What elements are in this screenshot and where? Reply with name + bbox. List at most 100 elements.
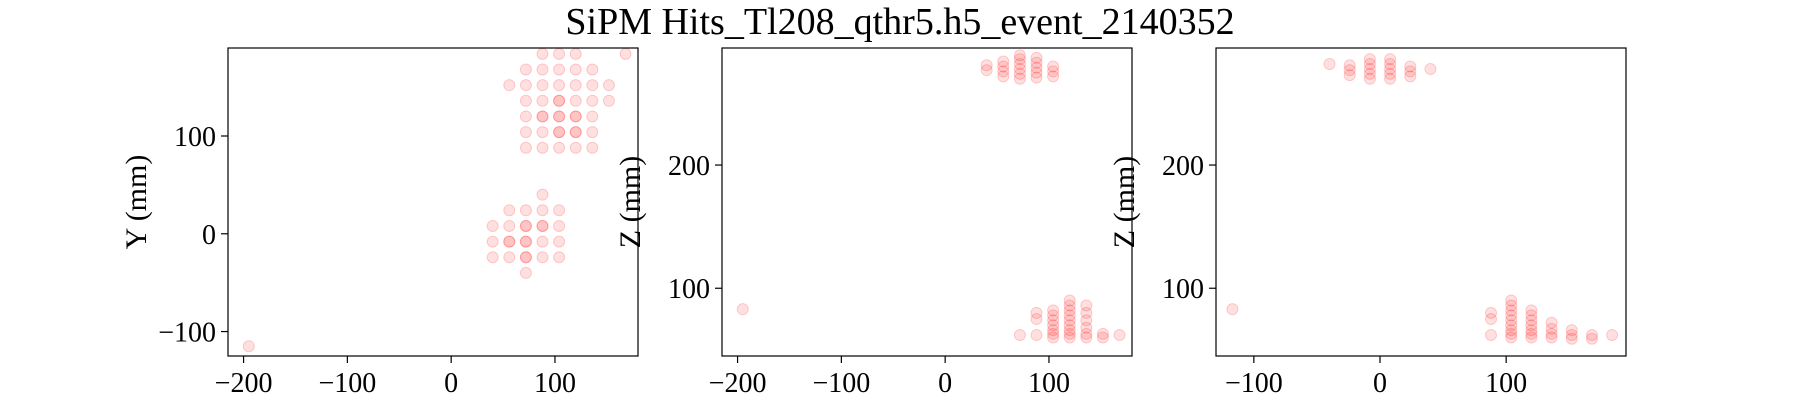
data-point (553, 110, 566, 123)
data-point (503, 235, 516, 248)
data-point (1545, 331, 1558, 344)
data-point (1030, 61, 1043, 74)
data-point (736, 303, 749, 316)
data-point (1063, 314, 1076, 327)
data-point (519, 235, 532, 248)
data-point (503, 251, 516, 264)
data-point (586, 79, 599, 92)
data-point (1047, 324, 1060, 337)
data-point (486, 235, 499, 248)
data-point (503, 204, 516, 217)
y-axis-label: Z (mm) (1108, 156, 1141, 248)
y-axis-label: Y (mm) (120, 155, 153, 250)
data-point (1384, 53, 1397, 66)
data-point (1047, 304, 1060, 317)
data-point (1113, 329, 1126, 342)
data-point (1063, 327, 1076, 340)
data-point (519, 219, 532, 232)
data-point (1080, 306, 1093, 319)
data-point (536, 94, 549, 107)
data-point (1047, 319, 1060, 332)
data-point (1485, 306, 1498, 319)
data-point (1013, 49, 1026, 62)
data-point (1404, 65, 1417, 78)
data-point (1384, 58, 1397, 71)
data-point (997, 60, 1010, 73)
data-point (586, 94, 599, 107)
y-axis-label: Z (mm) (614, 156, 647, 248)
data-point (1363, 67, 1376, 80)
data-point (1013, 67, 1026, 80)
scatter-panel-xy: −200 −100 0 100 −100 0 100 Y (mm) (120, 47, 639, 399)
data-point (519, 94, 532, 107)
data-point (503, 79, 516, 92)
scatter-panel-xz: −200 −100 0 100 100 200 Z (mm) (614, 47, 1133, 399)
data-point (1013, 53, 1026, 66)
data-point (519, 110, 532, 123)
y-tick-label: 100 (668, 274, 710, 305)
data-point (569, 47, 582, 60)
x-tick-label: −100 (318, 368, 376, 399)
data-point (1063, 324, 1076, 337)
data-point (1080, 314, 1093, 327)
data-point (1505, 324, 1518, 337)
data-point (1096, 331, 1109, 344)
y-tick-label: 200 (1162, 151, 1204, 182)
data-point (1047, 331, 1060, 344)
data-point (1606, 329, 1619, 342)
data-point (1565, 329, 1578, 342)
data-point (1485, 329, 1498, 342)
data-point (1013, 329, 1026, 342)
data-point (1226, 303, 1239, 316)
data-point (536, 141, 549, 154)
data-point (1505, 319, 1518, 332)
data-point (1505, 327, 1518, 340)
data-point (1505, 331, 1518, 344)
figure-title: SiPM Hits_Tl208_qthr5.h5_event_2140352 (565, 1, 1234, 43)
data-point (242, 340, 255, 353)
data-point (1545, 316, 1558, 329)
data-point (553, 126, 566, 139)
data-point (980, 59, 993, 72)
data-point (1030, 66, 1043, 79)
data-point (553, 110, 566, 123)
data-point (1030, 329, 1043, 342)
data-point (553, 47, 566, 60)
data-point (519, 141, 532, 154)
data-point (569, 110, 582, 123)
data-point (1404, 70, 1417, 83)
data-point (536, 79, 549, 92)
data-point (1545, 322, 1558, 335)
scatter-points (736, 49, 1126, 344)
data-point (519, 266, 532, 279)
data-point (1030, 306, 1043, 319)
data-point (569, 94, 582, 107)
data-point (1525, 331, 1538, 344)
data-point (1404, 60, 1417, 73)
data-point (1525, 309, 1538, 322)
data-point (1505, 304, 1518, 317)
data-point (1030, 313, 1043, 326)
data-point (586, 110, 599, 123)
x-tick-label: 0 (444, 368, 458, 399)
y-tick-label: 0 (202, 220, 216, 251)
plot-frame (1215, 47, 1627, 357)
data-point (1565, 324, 1578, 337)
data-point (1505, 299, 1518, 312)
scatter-points (242, 47, 632, 353)
data-point (553, 63, 566, 76)
data-point (1047, 65, 1060, 78)
data-point (569, 141, 582, 154)
data-point (1096, 327, 1109, 340)
data-point (553, 79, 566, 92)
data-point (1505, 309, 1518, 322)
data-point (519, 235, 532, 248)
data-point (519, 204, 532, 217)
y-tick-label: 200 (668, 151, 710, 182)
data-point (1384, 72, 1397, 85)
data-point (536, 219, 549, 232)
data-point (1505, 294, 1518, 307)
data-point (1363, 62, 1376, 75)
data-point (1585, 329, 1598, 342)
